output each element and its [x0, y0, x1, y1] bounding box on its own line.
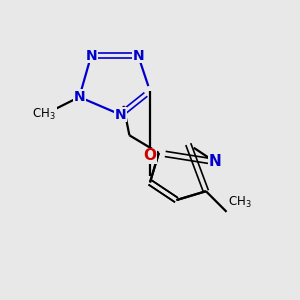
Text: N: N	[115, 108, 126, 122]
Text: N: N	[74, 90, 85, 104]
Text: N: N	[85, 49, 97, 63]
Text: CH$_3$: CH$_3$	[32, 107, 56, 122]
Text: N: N	[208, 154, 221, 169]
Text: O: O	[143, 148, 157, 164]
Text: CH$_3$: CH$_3$	[228, 195, 252, 210]
Text: N: N	[132, 49, 144, 63]
